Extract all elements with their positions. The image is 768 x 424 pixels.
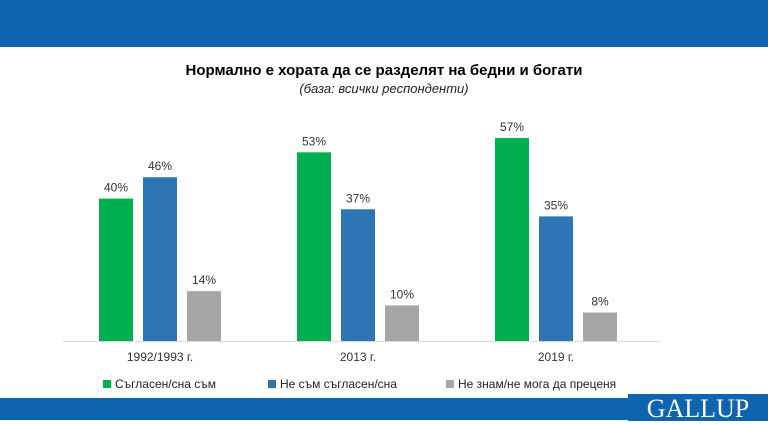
data-label: 37%: [346, 191, 370, 205]
data-label: 57%: [500, 120, 524, 134]
legend-swatch: [446, 380, 454, 388]
bar: [495, 138, 529, 341]
top-band: [0, 0, 768, 47]
bar: [297, 152, 331, 341]
bar: [143, 177, 177, 341]
data-label: 53%: [302, 134, 326, 148]
chart-subtitle: (база: всички респонденти): [299, 81, 469, 96]
chart-title: Нормално е хората да се разделят на бедн…: [185, 62, 583, 79]
bar: [583, 312, 617, 341]
category-label: 2019 г.: [538, 350, 574, 364]
bar: [99, 198, 133, 341]
legend-item-disagree: Не съм съгласен/сна: [268, 377, 397, 391]
bar: [187, 291, 221, 341]
legend-item-dont-know: Не знам/не мога да преценя: [446, 377, 616, 391]
data-label: 10%: [390, 287, 414, 301]
legend-item-agree: Съгласен/сна съм: [103, 377, 216, 391]
data-label: 14%: [192, 273, 216, 287]
bar: [385, 305, 419, 341]
data-label: 8%: [591, 295, 609, 309]
bar: [539, 216, 573, 341]
bar: [341, 209, 375, 341]
legend-swatch: [103, 380, 111, 388]
gallup-logo: GALLUP: [628, 393, 768, 423]
legend-label: Съгласен/сна съм: [115, 377, 216, 391]
category-label: 2013 г.: [340, 350, 376, 364]
legend-label: Не знам/не мога да преценя: [458, 377, 617, 391]
bottom-band: [0, 398, 768, 420]
data-label: 35%: [544, 198, 568, 212]
data-label: 46%: [148, 159, 172, 173]
category-label: 1992/1993 г.: [127, 350, 193, 364]
data-label: 40%: [104, 181, 128, 195]
legend-swatch: [268, 380, 276, 388]
legend-label: Не съм съгласен/сна: [280, 377, 397, 391]
